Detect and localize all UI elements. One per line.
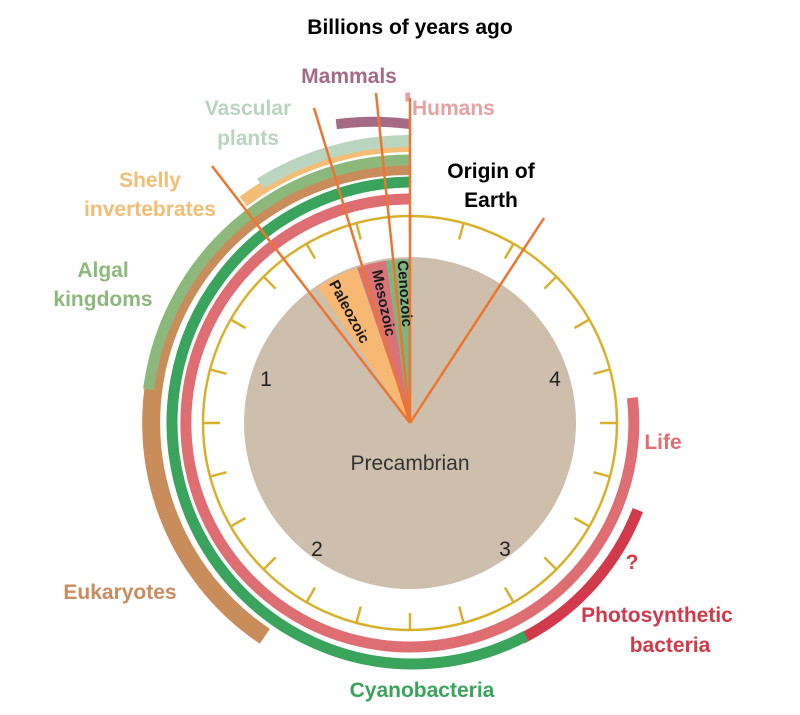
- origin-of-earth-label-line1: Origin of: [447, 160, 535, 183]
- clock-number-4: 4: [549, 368, 561, 391]
- clock-tick: [593, 368, 611, 376]
- clock-tick: [262, 556, 277, 571]
- origin-of-earth-label-line2: Earth: [464, 189, 518, 212]
- photosynthetic-bacteria-arc: [519, 508, 643, 644]
- cenozoic-wedge: [386, 258, 410, 423]
- algal-kingdoms-label-line2: kingdoms: [53, 288, 152, 311]
- question-mark-label: ?: [626, 551, 639, 574]
- clock-tick: [543, 556, 558, 571]
- precambrian-label: Precambrian: [350, 452, 469, 475]
- clock-tick: [355, 606, 363, 624]
- algal-kingdoms-label-line1: Algal: [77, 259, 128, 282]
- clock-tick: [457, 606, 465, 624]
- clock-tick: [230, 318, 247, 330]
- clock-tick: [355, 222, 363, 240]
- vascular-plants-pointer: [312, 107, 412, 424]
- life-label: Life: [644, 431, 681, 454]
- algal-kingdoms-arc: [143, 154, 411, 391]
- clock-tick: [543, 275, 558, 290]
- life-arc: [180, 193, 640, 653]
- clock-number-1: 1: [260, 368, 272, 391]
- clock-tick: [457, 222, 465, 240]
- clock-tick: [503, 586, 515, 603]
- shelly-invertebrates-label-line2: invertebrates: [84, 198, 216, 221]
- cyanobacteria-arc: [166, 176, 529, 670]
- clock-tick: [209, 470, 227, 478]
- eukaryotes-label: Eukaryotes: [63, 581, 176, 604]
- shelly-invertebrates-label-line1: Shelly: [119, 169, 181, 192]
- vascular-plants-label-line1: Vascular: [205, 97, 291, 120]
- clock-number-3: 3: [499, 538, 511, 561]
- cyanobacteria-label: Cyanobacteria: [350, 679, 495, 702]
- photosynthetic-bacteria-label-line1: Photosynthetic: [581, 604, 733, 627]
- clock-number-2: 2: [311, 538, 323, 561]
- pointer-lines: [211, 92, 546, 424]
- clock-tick: [305, 243, 317, 260]
- photosynthetic-bacteria-label-line2: bacteria: [630, 634, 711, 657]
- vascular-plants-arc: [257, 134, 411, 189]
- mammals-arc: [335, 116, 411, 130]
- shelly-invertebrates-pointer: [211, 165, 411, 424]
- cenozoic-label: Cenozoic: [394, 260, 416, 328]
- mammals-pointer: [374, 92, 412, 424]
- humans-label: Humans: [412, 97, 495, 120]
- mammals-label: Mammals: [301, 65, 397, 88]
- clock-tick: [230, 516, 247, 528]
- paleozoic-wedge: [317, 267, 410, 423]
- clock-tick: [305, 586, 317, 603]
- clock-tick: [573, 318, 590, 330]
- clock-tick: [573, 516, 590, 528]
- clock-tick: [503, 243, 515, 260]
- diagram-title: Billions of years ago: [307, 16, 512, 39]
- clock-tick: [209, 368, 227, 376]
- origin-of-earth-pointer: [408, 217, 546, 424]
- clock-ticks: [203, 216, 617, 630]
- clock-tick: [593, 470, 611, 478]
- clock-tick: [262, 275, 277, 290]
- vascular-plants-label-line2: plants: [217, 127, 279, 150]
